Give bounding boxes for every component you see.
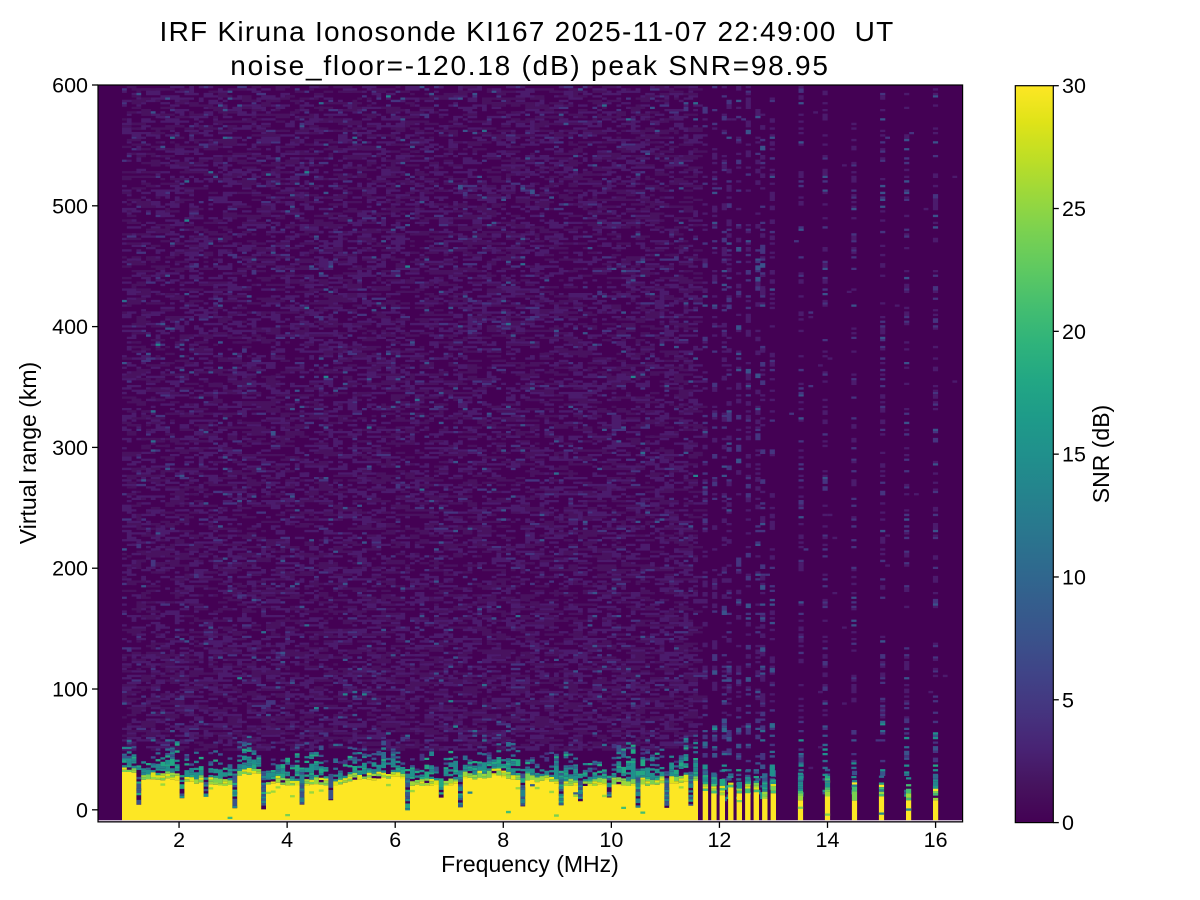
svg-text:noise_floor=-120.18 (dB) peak: noise_floor=-120.18 (dB) peak SNR=98.95 [230, 50, 829, 81]
svg-text:10: 10 [1062, 565, 1086, 589]
svg-text:14: 14 [816, 828, 840, 852]
svg-text:Frequency (MHz): Frequency (MHz) [441, 851, 619, 877]
svg-text:200: 200 [52, 557, 88, 581]
svg-text:Virtual range (km): Virtual range (km) [15, 362, 41, 544]
svg-text:4: 4 [281, 828, 293, 852]
svg-text:20: 20 [1062, 320, 1086, 344]
svg-text:16: 16 [924, 828, 948, 852]
svg-text:SNR (dB): SNR (dB) [1088, 405, 1114, 503]
svg-text:10: 10 [599, 828, 623, 852]
svg-text:400: 400 [52, 315, 88, 339]
svg-text:5: 5 [1062, 688, 1074, 712]
svg-text:0: 0 [1062, 811, 1074, 835]
svg-text:30: 30 [1062, 74, 1086, 98]
svg-text:300: 300 [52, 436, 88, 460]
svg-text:25: 25 [1062, 197, 1086, 221]
svg-text:0: 0 [76, 798, 88, 822]
svg-text:15: 15 [1062, 443, 1086, 467]
svg-text:6: 6 [389, 828, 401, 852]
svg-text:500: 500 [52, 194, 88, 218]
svg-text:8: 8 [497, 828, 509, 852]
svg-text:100: 100 [52, 678, 88, 702]
svg-text:12: 12 [707, 828, 731, 852]
svg-text:IRF Kiruna Ionosonde KI167 202: IRF Kiruna Ionosonde KI167 2025-11-07 22… [160, 16, 895, 47]
svg-text:2: 2 [173, 828, 185, 852]
svg-text:600: 600 [52, 74, 88, 98]
